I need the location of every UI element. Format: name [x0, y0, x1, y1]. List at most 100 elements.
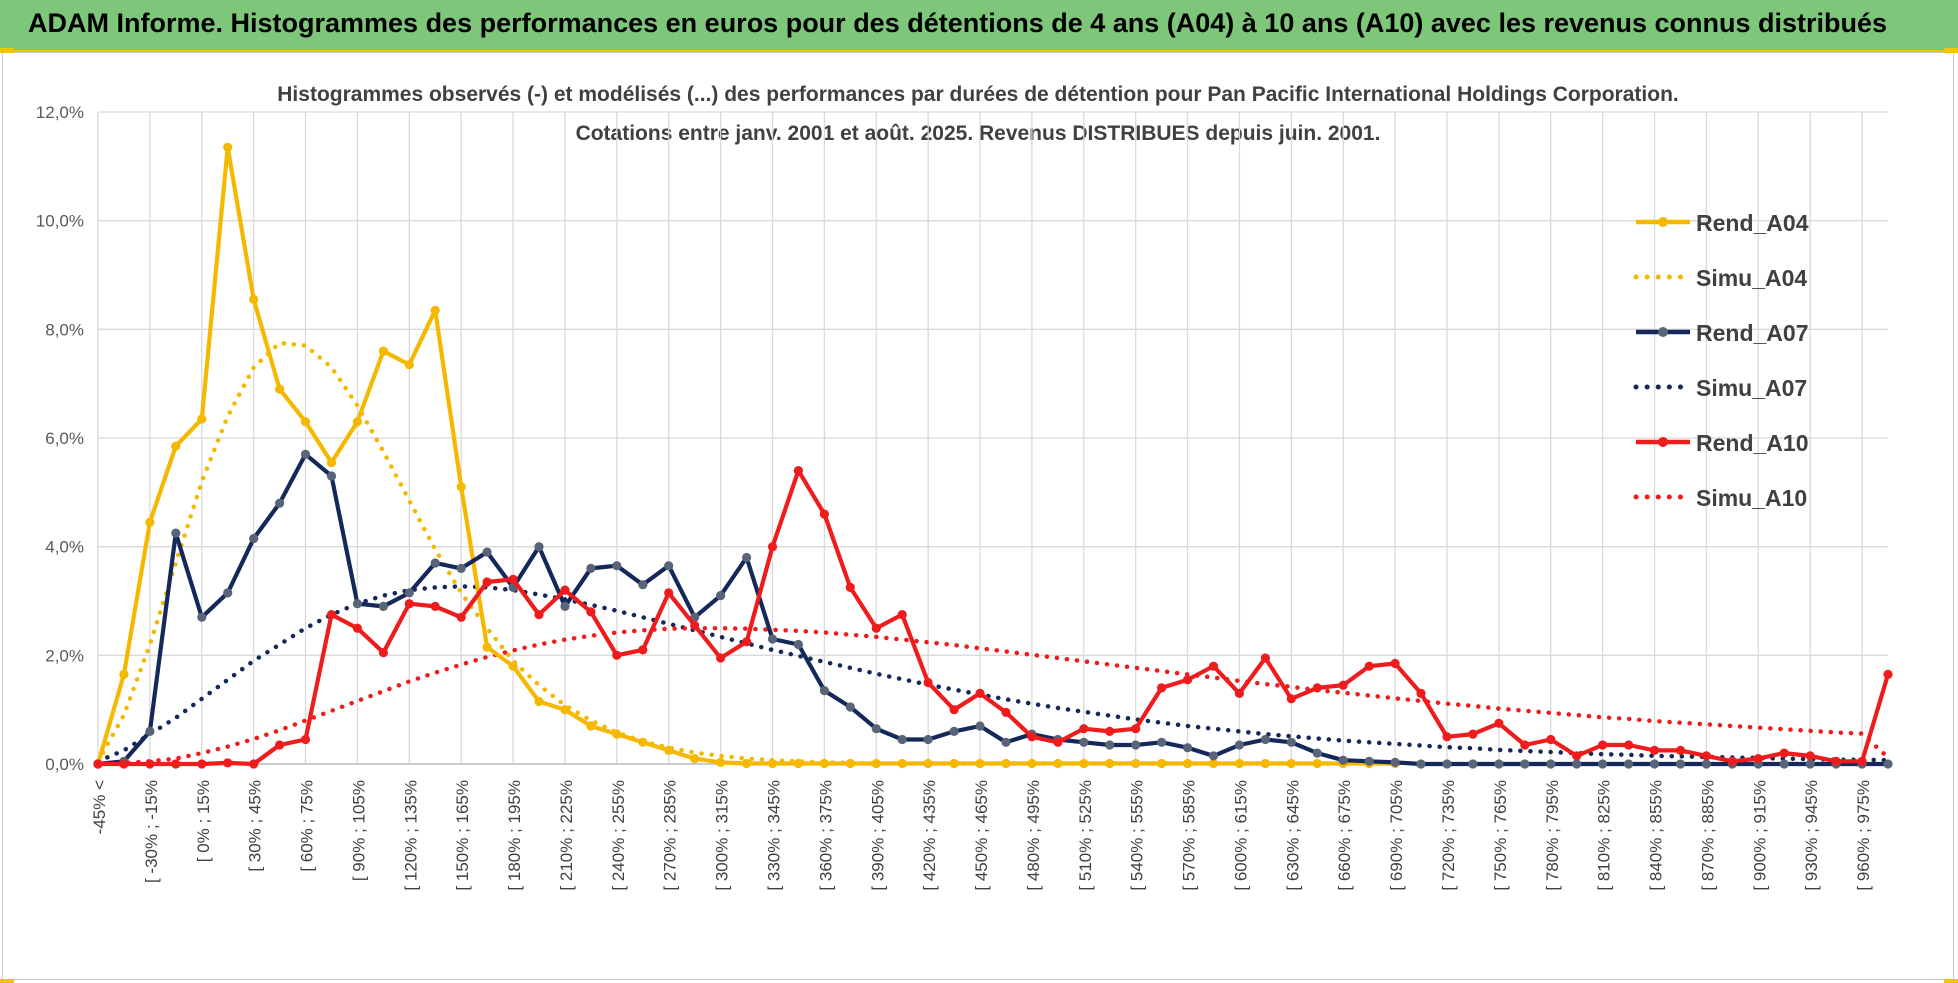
x-tick-label: [ 120% ; 135%: [401, 780, 420, 891]
legend-label: Simu_A07: [1696, 375, 1807, 401]
data-point: [300, 417, 311, 427]
data-point: [534, 610, 544, 620]
data-point: [197, 759, 207, 769]
data-point: [586, 607, 596, 617]
corner-mark-bottom-right: [1944, 979, 1958, 983]
y-tick-label: 6,0%: [45, 429, 84, 448]
data-point: [793, 758, 804, 769]
legend-label: Simu_A04: [1696, 265, 1807, 291]
series-line: [95, 584, 1891, 764]
data-point: [1338, 755, 1348, 765]
report-banner: ADAM Informe. Histogrammes des performan…: [0, 0, 1958, 52]
data-point: [560, 585, 570, 595]
series-simu-a10: [95, 625, 1891, 767]
x-tick-label: [ 690% ; 705%: [1387, 780, 1406, 891]
x-tick-label: [ 180% ; 195%: [505, 780, 524, 891]
data-point: [1208, 758, 1219, 769]
data-point: [1649, 745, 1660, 756]
x-tick-label: [ 360% ; 375%: [816, 780, 835, 891]
data-point: [1157, 683, 1167, 693]
data-point: [1753, 754, 1763, 764]
series-line: [95, 625, 1891, 767]
data-point: [1131, 758, 1141, 769]
y-tick-label: 4,0%: [45, 538, 84, 557]
data-point: [845, 702, 855, 712]
data-point: [1364, 661, 1374, 671]
data-point: [300, 734, 311, 745]
corner-mark-top-left: [0, 48, 14, 53]
chart-frame: [2, 52, 1954, 980]
x-tick-label: [ 210% ; 225%: [557, 780, 576, 891]
data-point: [378, 601, 388, 612]
data-point: [742, 552, 752, 563]
data-point: [1260, 758, 1270, 769]
data-point: [1598, 740, 1608, 750]
data-point: [145, 726, 155, 737]
series-line: [98, 468, 1891, 767]
data-point: [1857, 756, 1867, 766]
data-point: [1338, 680, 1348, 690]
legend-item-simu-a04: Simu_A04: [1633, 265, 1807, 291]
data-point: [638, 580, 648, 590]
data-point: [300, 449, 311, 459]
x-tick-label: [ 870% ; 885%: [1698, 780, 1717, 891]
data-point: [1520, 740, 1530, 750]
data-point: [404, 360, 414, 370]
series-simu-a07: [95, 584, 1891, 764]
data-point: [534, 696, 544, 707]
series-line: [97, 452, 1888, 767]
x-tick-label: [ 750% ; 765%: [1491, 780, 1510, 891]
data-point: [1234, 758, 1244, 769]
data-point: [560, 705, 570, 715]
legend-item-rend-a04: Rend_A04: [1636, 210, 1809, 236]
data-point: [1442, 759, 1452, 769]
x-tick-label: [ 450% ; 465%: [972, 780, 991, 891]
data-point: [923, 677, 933, 688]
data-point: [1468, 759, 1478, 769]
data-point: [716, 591, 726, 601]
data-point: [1027, 732, 1037, 742]
x-tick-label: [ 540% ; 555%: [1128, 780, 1147, 891]
data-point: [119, 759, 129, 769]
data-point: [1105, 726, 1115, 737]
data-point: [1572, 751, 1582, 761]
data-point: [404, 588, 414, 598]
data-point: [767, 542, 778, 552]
data-point: [1260, 734, 1270, 745]
data-point: [275, 384, 285, 394]
data-point: [1779, 748, 1789, 758]
data-point: [638, 737, 648, 747]
data-point: [1649, 759, 1660, 769]
legend-item-simu-a07: Simu_A07: [1633, 375, 1807, 401]
series: [93, 142, 1893, 769]
data-point: [1001, 707, 1011, 718]
data-point: [119, 669, 129, 680]
data-point: [1416, 759, 1426, 769]
data-point: [1286, 694, 1296, 704]
legend: Rend_A04 Simu_A04 Rend_A07 Simu_A07 Rend_A10…: [1633, 210, 1809, 511]
data-point: [1312, 683, 1322, 693]
data-point: [171, 759, 181, 769]
data-point: [716, 653, 726, 663]
axes: 0,0% 2,0% 4,0% 6,0% 8,0% 10,0% 12,0% -45% < [ -3…: [36, 103, 1888, 891]
x-tick-label: [ 0% ; 15%: [194, 780, 213, 862]
legend-label: Rend_A04: [1696, 210, 1809, 236]
data-point: [145, 517, 155, 527]
data-point: [1675, 745, 1686, 756]
data-point: [612, 650, 622, 660]
data-point: [1157, 758, 1167, 769]
data-point: [949, 758, 959, 769]
data-point: [1053, 758, 1063, 769]
data-point: [171, 528, 181, 538]
x-tick-label: [ 510% ; 525%: [1076, 780, 1095, 891]
data-point: [249, 759, 259, 769]
data-point: [1494, 718, 1504, 728]
legend-label: Rend_A07: [1696, 320, 1808, 346]
corner-mark-bottom-left: [0, 979, 14, 983]
data-point: [1598, 759, 1608, 769]
data-point: [923, 734, 933, 745]
data-point: [326, 457, 337, 468]
data-point: [871, 724, 881, 734]
x-tick-label: [ 960% ; 975%: [1854, 780, 1873, 891]
